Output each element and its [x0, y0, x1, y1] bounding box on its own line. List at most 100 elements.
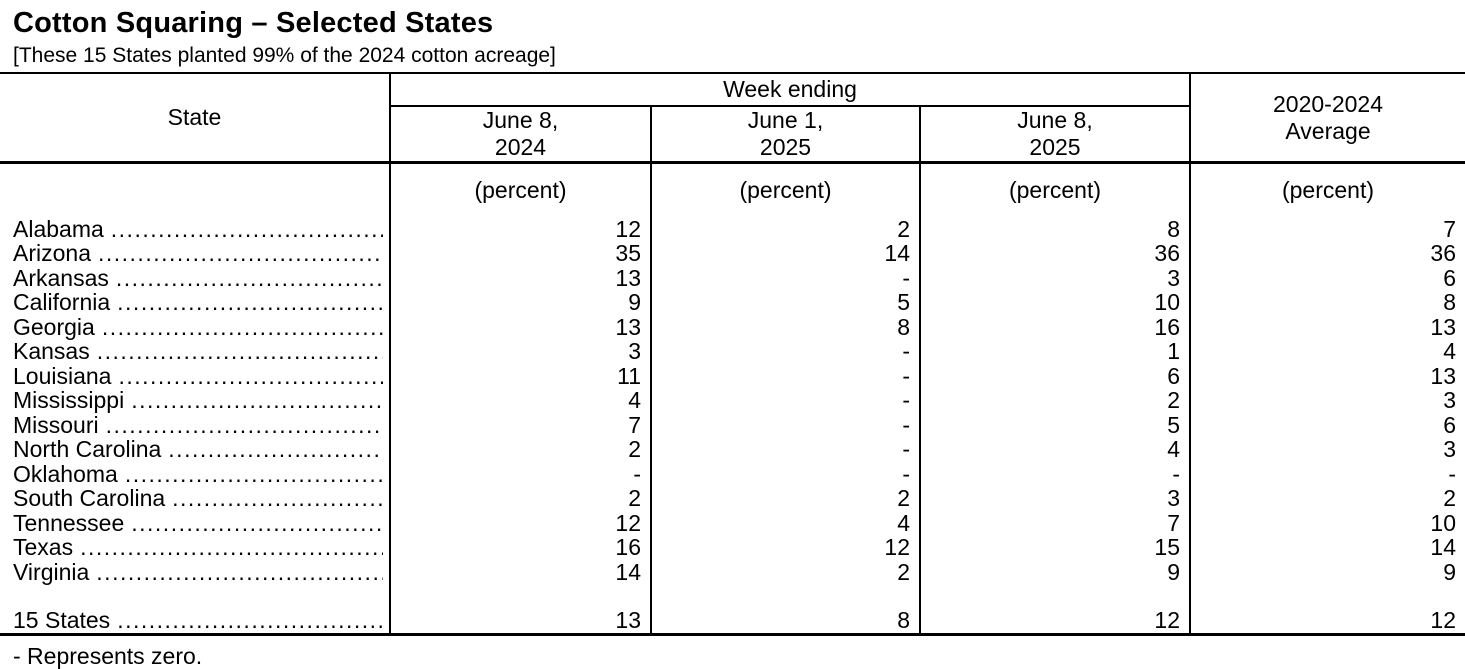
value-cell: 2: [389, 437, 651, 462]
dot-leader: [117, 608, 383, 633]
value-cell: 1: [919, 339, 1190, 364]
table-row: Oklahoma----: [0, 460, 1465, 487]
average-column-header: 2020-2024 Average: [1189, 73, 1465, 164]
state-label-wrap: Tennessee: [13, 509, 389, 536]
value-cell: 13: [389, 608, 651, 634]
table-row: Mississippi 4-23: [0, 388, 1465, 413]
state-name-cell: Oklahoma: [0, 460, 390, 487]
state-label-wrap: 15 States: [13, 608, 389, 633]
value-cell: 4: [1189, 339, 1465, 364]
date-line2: 2025: [759, 134, 812, 160]
value-cell: 4: [919, 437, 1190, 462]
spacer-row: [0, 584, 1465, 608]
state-label-wrap: Louisiana: [13, 362, 389, 389]
spacer-cell: [1189, 584, 1465, 608]
value-cell: 5: [919, 412, 1190, 437]
dot-leader: [116, 266, 383, 291]
value-cell: 12: [919, 608, 1190, 634]
dot-leader: [131, 388, 383, 413]
units-empty-cell: [0, 163, 390, 217]
page-title: Cotton Squaring – Selected States: [13, 7, 494, 39]
state-label-wrap: Kansas: [13, 339, 389, 364]
value-cell: -: [650, 388, 920, 413]
value-cell: -: [650, 461, 920, 486]
value-cell: 8: [650, 608, 920, 634]
value-cell: 14: [389, 559, 651, 584]
state-name: Tennessee: [13, 509, 125, 536]
value-cell: 16: [919, 314, 1190, 339]
units-row: (percent) (percent) (percent) (percent): [0, 162, 1465, 217]
state-name: Louisiana: [13, 362, 112, 389]
state-name: South Carolina: [13, 485, 166, 511]
page-subtitle: [These 15 States planted 99% of the 2024…: [13, 44, 556, 67]
state-label-wrap: Mississippi: [13, 388, 389, 413]
value-cell: -: [650, 412, 920, 437]
state-name-cell: Mississippi: [0, 388, 390, 413]
value-cell: 6: [919, 363, 1190, 388]
table-header: State Week ending 2020-2024 Average June…: [0, 73, 1465, 164]
value-cell: 3: [1189, 437, 1465, 462]
state-name-cell: Tennessee: [0, 509, 390, 536]
state-name: Alabama: [13, 215, 104, 242]
value-cell: 2: [650, 486, 920, 511]
spacer-cell: [389, 584, 651, 608]
table-row: Louisiana 11-613: [0, 362, 1465, 389]
state-label-wrap: Missouri: [13, 412, 389, 438]
state-name: Texas: [13, 534, 74, 560]
table-row: Georgia1381613: [0, 314, 1465, 339]
state-name-cell: Virginia: [0, 559, 390, 585]
spacer-cell: [919, 584, 1190, 608]
value-cell: 8: [919, 216, 1190, 241]
dot-leader: [98, 241, 383, 266]
table-row: Virginia14299: [0, 559, 1465, 585]
value-cell: -: [650, 437, 920, 462]
value-cell: 14: [650, 241, 920, 266]
value-cell: 16: [389, 535, 651, 560]
value-cell: 6: [1189, 265, 1465, 290]
dot-leader: [168, 437, 383, 462]
value-cell: 8: [650, 314, 920, 339]
column-header-june1-2025: June 1, 2025: [650, 106, 920, 164]
state-name: Kansas: [13, 338, 90, 364]
value-cell: 12: [1189, 608, 1465, 634]
date-line2: 2025: [1029, 134, 1081, 160]
value-cell: 13: [1189, 363, 1465, 388]
value-cell: 4: [389, 388, 651, 413]
header-row-group: State Week ending 2020-2024 Average: [0, 73, 1465, 164]
average-header-line2: Average: [1285, 117, 1371, 144]
dot-leader: [131, 511, 383, 536]
value-cell: 3: [1189, 388, 1465, 413]
units-cell: (percent): [389, 162, 651, 217]
value-cell: 2: [919, 388, 1190, 413]
value-cell: 5: [650, 290, 920, 315]
state-name-cell: Kansas: [0, 339, 390, 364]
table-body: (percent) (percent) (percent) (percent) …: [0, 162, 1465, 634]
value-cell: -: [650, 363, 920, 388]
date-line1: June 1,: [747, 107, 824, 133]
dot-leader: [97, 339, 383, 364]
dot-leader: [172, 486, 383, 511]
state-name-cell: Arizona: [0, 241, 390, 266]
dot-leader: [111, 217, 383, 242]
week-ending-header: Week ending: [389, 73, 1190, 107]
value-cell: 2: [389, 486, 651, 511]
table-row: South Carolina2232: [0, 486, 1465, 511]
value-cell: 6: [1189, 412, 1465, 437]
state-name: Oklahoma: [13, 460, 118, 487]
column-header-june8-2025: June 8, 2025: [919, 106, 1190, 164]
value-cell: 14: [1189, 535, 1465, 560]
table-row: Missouri 7-56: [0, 412, 1465, 438]
value-cell: 3: [919, 265, 1190, 290]
value-cell: 7: [919, 510, 1190, 535]
value-cell: 12: [650, 535, 920, 560]
value-cell: -: [650, 265, 920, 290]
average-header-line1: 2020-2024: [1273, 90, 1383, 117]
dot-leader: [80, 535, 383, 560]
state-label-wrap: Arkansas: [13, 264, 389, 291]
value-cell: 7: [389, 412, 651, 437]
state-name: Arkansas: [13, 264, 109, 291]
column-header-june8-2024: June 8, 2024: [389, 106, 651, 164]
